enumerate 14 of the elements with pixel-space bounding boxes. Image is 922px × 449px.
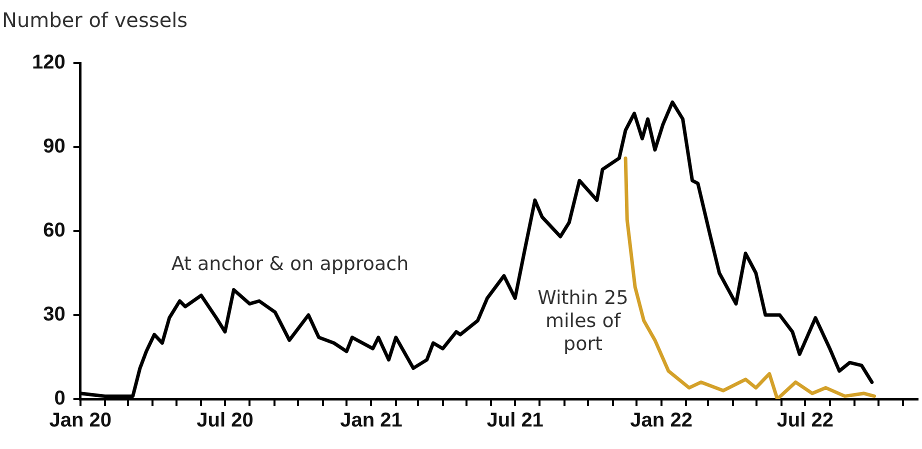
x-tick-label: Jul 21 [486,410,544,432]
x-tick-label: Jan 21 [340,410,402,432]
x-tick-label: Jul 22 [776,410,834,432]
y-tick-label: 0 [54,388,66,410]
x-tick-label: Jan 20 [49,410,112,432]
x-tick-label: Jul 20 [196,410,254,432]
y-tick-label: 30 [43,304,66,326]
y-tick-label: 120 [32,52,66,74]
series-label: At anchor & on approach [171,252,409,275]
y-tick-label: 60 [43,220,66,242]
y-tick-label: 90 [43,136,66,158]
x-tick-label: Jan 22 [630,410,692,432]
y-axis-title: Number of vessels [2,8,188,32]
series-label: Within 25 miles of port [538,286,628,355]
